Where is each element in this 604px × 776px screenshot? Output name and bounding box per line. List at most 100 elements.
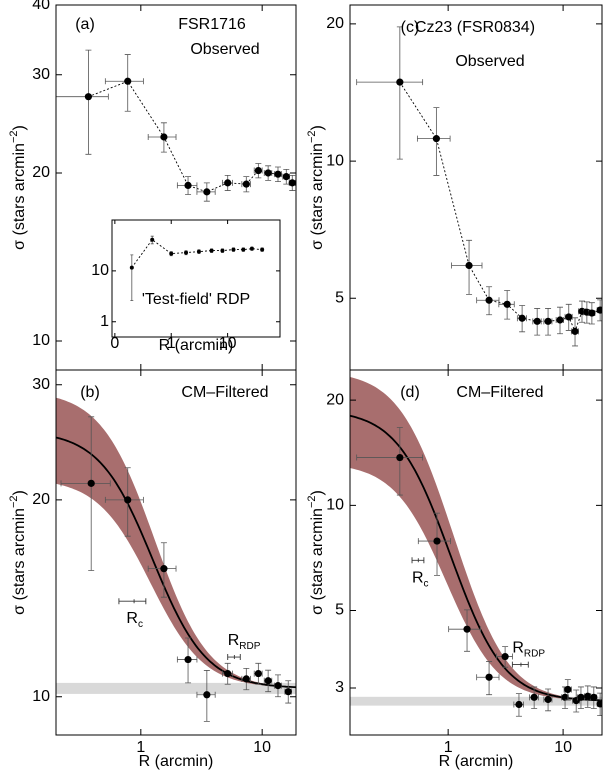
- y-error-bar: [85, 49, 92, 155]
- data-point: [596, 700, 602, 708]
- data-point: [274, 682, 282, 690]
- inset-bg: [112, 220, 280, 337]
- data-point: [432, 135, 440, 143]
- data-point: [561, 693, 569, 701]
- y-label-main: σ (stars arcmin: [309, 508, 326, 615]
- y-label-main: σ (stars arcmin: [11, 143, 28, 250]
- data-point: [184, 181, 192, 190]
- data-point: [596, 306, 602, 314]
- panel: 5 10 20 σ (stars arcmin−2) (c)Cz23 (FSR0834)…: [306, 4, 603, 371]
- data-point: [231, 247, 236, 252]
- data-point: [463, 625, 471, 633]
- data-point: [503, 300, 511, 308]
- data-point: [160, 133, 168, 141]
- x-error-bar: [60, 480, 111, 487]
- y-label-sup: −2: [8, 131, 20, 144]
- panel-frame: [55, 369, 297, 736]
- y-tick-label: 10: [326, 497, 344, 514]
- y-label-sup: −2: [306, 496, 318, 509]
- data-point: [544, 317, 552, 325]
- data-point: [129, 265, 134, 270]
- data-point: [577, 693, 585, 701]
- background-band: [56, 682, 296, 694]
- data-point: [242, 180, 250, 188]
- y-label-end: ): [11, 490, 28, 495]
- panel-title: FSR1716: [178, 16, 246, 33]
- radius-label-sub: c: [424, 578, 429, 589]
- radius-marker: [118, 598, 147, 605]
- x-tick-label: 1: [444, 739, 453, 756]
- data-point: [501, 652, 509, 661]
- y-axis-label: σ (stars arcmin−2): [306, 490, 326, 615]
- panel-subtitle: Observed: [190, 41, 259, 58]
- data-point: [184, 250, 189, 255]
- y-axis-label: σ (stars arcmin−2): [8, 490, 28, 615]
- y-tick-label: 20: [326, 391, 344, 408]
- panel-title: Cz23 (FSR0834): [415, 19, 535, 36]
- x-axis-label: R (arcmin): [159, 337, 234, 354]
- data-point: [184, 655, 192, 664]
- data-point: [169, 251, 174, 256]
- data-point: [396, 78, 404, 86]
- y-label-main: σ (stars arcmin: [309, 143, 326, 250]
- radius-label: RRDP: [228, 632, 261, 651]
- data-point: [160, 565, 168, 573]
- x-error-bar: [356, 454, 424, 461]
- y-label-sup: −2: [8, 496, 20, 509]
- data-point: [465, 261, 473, 270]
- panel-label: (d): [400, 384, 420, 401]
- data-point: [515, 700, 523, 709]
- fit-curve: [56, 436, 296, 689]
- data-point: [518, 314, 526, 322]
- x-tick-label: 10: [554, 739, 572, 756]
- data-point: [282, 173, 290, 181]
- data-point: [284, 688, 292, 696]
- y-label-end: ): [309, 490, 326, 495]
- radius-label: Rc: [126, 610, 143, 629]
- radius-label-sub: RDP: [239, 641, 260, 652]
- y-tick-label: 10: [326, 152, 344, 169]
- y-tick-label: 30: [32, 376, 50, 393]
- x-tick-label: 0: [110, 335, 119, 352]
- data-point: [241, 247, 246, 252]
- y-tick-label: 1: [100, 313, 109, 330]
- y-tick-label: 3: [335, 679, 344, 696]
- fit-curve: [350, 414, 602, 702]
- y-tick-label: 10: [91, 262, 109, 279]
- data-line: [88, 80, 293, 193]
- y-error-bar: [396, 26, 403, 160]
- data-point: [254, 166, 262, 175]
- data-point: [124, 496, 132, 504]
- data-point: [124, 77, 132, 85]
- data-point: [584, 692, 592, 700]
- data-point: [564, 685, 572, 694]
- radius-label-sub: c: [138, 619, 143, 630]
- panel-label: (c): [401, 19, 420, 36]
- data-point: [209, 248, 214, 253]
- data-point: [224, 669, 232, 678]
- panel-title: 'Test-field' RDP: [142, 291, 250, 308]
- data-point: [274, 170, 282, 178]
- data-point: [220, 248, 225, 253]
- radius-marker: [411, 557, 425, 564]
- data-point: [242, 675, 250, 683]
- y-tick-label: 30: [32, 66, 50, 83]
- radius-label: Rc: [412, 570, 429, 589]
- y-tick-label: 5: [335, 289, 344, 306]
- panel-label: (a): [75, 16, 95, 33]
- y-tick-label: 20: [326, 15, 344, 32]
- y-tick-label: 20: [32, 491, 50, 508]
- data-point: [588, 309, 596, 317]
- data-point: [396, 453, 404, 462]
- x-error-bar: [56, 93, 109, 100]
- y-tick-label: 20: [32, 164, 50, 181]
- plot-area: [56, 49, 296, 202]
- y-axis-label: σ (stars arcmin−2): [8, 125, 28, 250]
- data-point: [288, 179, 296, 187]
- data-point: [544, 695, 552, 704]
- data-point: [264, 169, 272, 177]
- radius-marker: [511, 661, 529, 668]
